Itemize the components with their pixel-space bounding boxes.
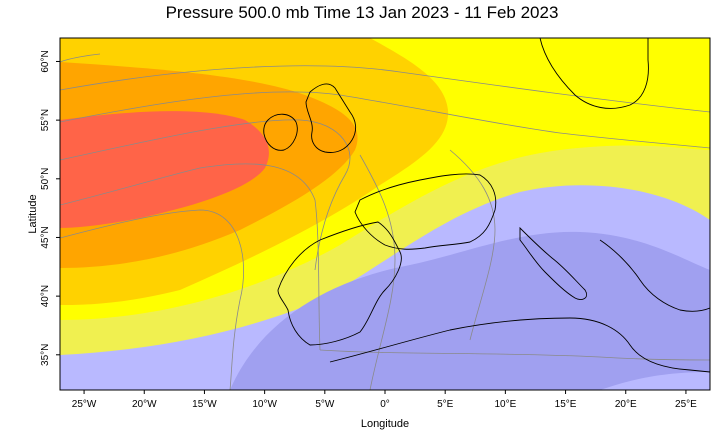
coast-britain xyxy=(305,83,357,153)
x-tick-label: 20°E xyxy=(615,399,637,410)
x-tick-label: 25°E xyxy=(675,399,697,410)
x-tick-label: 10°E xyxy=(494,399,516,410)
x-tick-label: 5°W xyxy=(315,399,335,410)
y-tick-label: 60°N xyxy=(40,50,51,72)
x-tick-label: 20°W xyxy=(132,399,157,410)
coast-italy xyxy=(519,226,587,301)
x-axis-ticks: 25°W 20°W 15°W 10°W 5°W 0° 5°E 10°E 15°E 20°E 25°E xyxy=(72,390,697,410)
x-tick-label: 15°W xyxy=(192,399,217,410)
coastlines xyxy=(263,38,710,373)
band-highest xyxy=(60,111,269,228)
x-tick-label: 10°W xyxy=(252,399,277,410)
coast-ireland xyxy=(263,113,298,151)
x-axis-label: Longitude xyxy=(361,418,409,430)
coast-france xyxy=(354,173,497,250)
y-tick-label: 55°N xyxy=(40,109,51,131)
x-tick-label: 0° xyxy=(380,399,390,410)
y-axis-label: Latitude xyxy=(27,194,39,233)
x-tick-label: 5°E xyxy=(437,399,454,410)
coast-scandinavia xyxy=(539,38,649,109)
x-tick-label: 15°E xyxy=(555,399,577,410)
coast-iberia xyxy=(277,221,402,346)
chart-title: Pressure 500.0 mb Time 13 Jan 2023 - 11 … xyxy=(166,3,559,22)
band-lowest xyxy=(230,231,710,390)
coast-balkans xyxy=(599,239,710,312)
y-tick-label: 40°N xyxy=(40,285,51,307)
x-tick-label: 25°W xyxy=(72,399,97,410)
y-tick-label: 50°N xyxy=(40,168,51,190)
pressure-field xyxy=(60,38,710,390)
coast-north-africa xyxy=(329,317,710,373)
y-axis-ticks: 35°N 40°N 45°N 50°N 55°N 60°N xyxy=(40,50,60,366)
y-tick-label: 35°N xyxy=(40,344,51,366)
y-tick-label: 45°N xyxy=(40,226,51,248)
